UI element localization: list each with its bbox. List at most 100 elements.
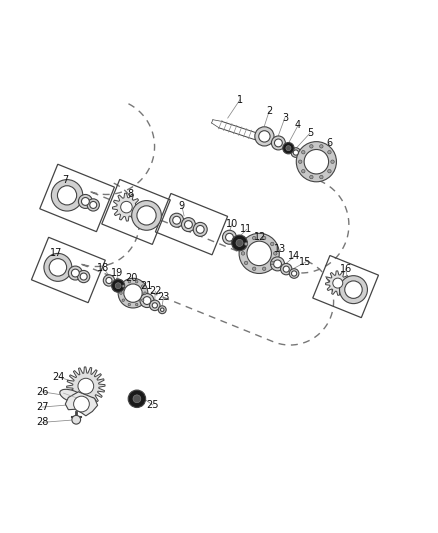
Circle shape (135, 303, 138, 306)
Text: 19: 19 (111, 268, 124, 278)
Text: 15: 15 (299, 257, 311, 267)
Circle shape (281, 263, 292, 275)
Circle shape (291, 271, 297, 276)
Circle shape (140, 294, 154, 308)
Text: 6: 6 (327, 139, 333, 148)
Circle shape (293, 150, 298, 155)
Circle shape (302, 150, 305, 154)
Circle shape (244, 242, 248, 246)
Circle shape (90, 201, 97, 208)
Circle shape (128, 280, 131, 283)
Circle shape (320, 144, 323, 148)
Circle shape (51, 180, 83, 211)
Text: 5: 5 (307, 128, 313, 139)
Text: 22: 22 (149, 286, 162, 296)
Circle shape (150, 300, 160, 311)
Bar (155, 193, 228, 255)
Text: 23: 23 (157, 292, 170, 302)
Circle shape (223, 230, 237, 244)
Text: 8: 8 (128, 189, 134, 199)
Circle shape (74, 396, 89, 412)
Circle shape (331, 160, 334, 164)
Circle shape (236, 239, 243, 246)
Circle shape (339, 276, 367, 304)
Circle shape (158, 306, 166, 313)
Circle shape (296, 142, 336, 182)
Text: 4: 4 (295, 120, 301, 131)
Circle shape (115, 283, 121, 289)
Text: 12: 12 (254, 232, 266, 242)
Circle shape (252, 267, 256, 270)
Polygon shape (67, 367, 105, 405)
Circle shape (320, 175, 323, 179)
Circle shape (345, 281, 362, 298)
Circle shape (128, 303, 131, 306)
Circle shape (310, 175, 313, 179)
Text: 27: 27 (36, 402, 49, 412)
Circle shape (302, 169, 305, 173)
Circle shape (78, 195, 92, 208)
Circle shape (259, 131, 270, 142)
Circle shape (239, 233, 279, 273)
Text: 17: 17 (50, 248, 63, 259)
Circle shape (252, 236, 256, 240)
Circle shape (118, 278, 148, 308)
Circle shape (124, 284, 142, 302)
Circle shape (274, 252, 277, 255)
Circle shape (274, 260, 282, 268)
Polygon shape (113, 193, 141, 221)
Circle shape (103, 275, 115, 286)
Text: 21: 21 (140, 281, 153, 291)
Text: 16: 16 (339, 264, 352, 274)
Circle shape (328, 169, 331, 173)
Circle shape (141, 299, 144, 302)
Circle shape (71, 269, 79, 277)
Circle shape (141, 285, 144, 287)
Circle shape (137, 206, 156, 225)
Text: 10: 10 (226, 219, 238, 229)
Circle shape (106, 277, 112, 284)
Circle shape (333, 278, 343, 288)
Text: 24: 24 (53, 372, 65, 382)
Circle shape (78, 270, 90, 282)
Circle shape (121, 201, 132, 213)
Circle shape (271, 257, 285, 271)
Text: 26: 26 (36, 387, 48, 397)
Circle shape (78, 378, 94, 394)
Circle shape (81, 198, 89, 205)
Circle shape (122, 285, 124, 287)
Text: 14: 14 (288, 251, 300, 261)
Circle shape (144, 292, 146, 294)
Text: 28: 28 (36, 417, 48, 427)
Circle shape (184, 221, 192, 229)
Circle shape (143, 297, 151, 304)
Circle shape (283, 266, 289, 272)
Text: 20: 20 (126, 273, 138, 283)
Text: 3: 3 (282, 112, 288, 123)
Circle shape (271, 261, 274, 264)
Circle shape (80, 273, 87, 280)
Circle shape (133, 395, 141, 403)
Circle shape (298, 160, 302, 164)
Circle shape (112, 279, 125, 292)
Circle shape (255, 127, 274, 146)
Circle shape (120, 292, 122, 294)
Circle shape (272, 136, 286, 150)
Circle shape (193, 222, 207, 236)
Circle shape (173, 216, 180, 224)
Text: 2: 2 (266, 106, 272, 116)
Text: 1: 1 (237, 95, 243, 104)
Bar (32, 237, 105, 303)
Text: 11: 11 (240, 224, 253, 235)
Polygon shape (325, 271, 350, 295)
Circle shape (135, 280, 138, 283)
Circle shape (241, 252, 245, 255)
Text: 18: 18 (97, 263, 109, 273)
Bar (40, 164, 114, 232)
Circle shape (271, 242, 274, 246)
Circle shape (262, 267, 266, 270)
Circle shape (170, 213, 184, 227)
Circle shape (128, 390, 146, 408)
Circle shape (262, 236, 266, 240)
Circle shape (57, 185, 77, 205)
